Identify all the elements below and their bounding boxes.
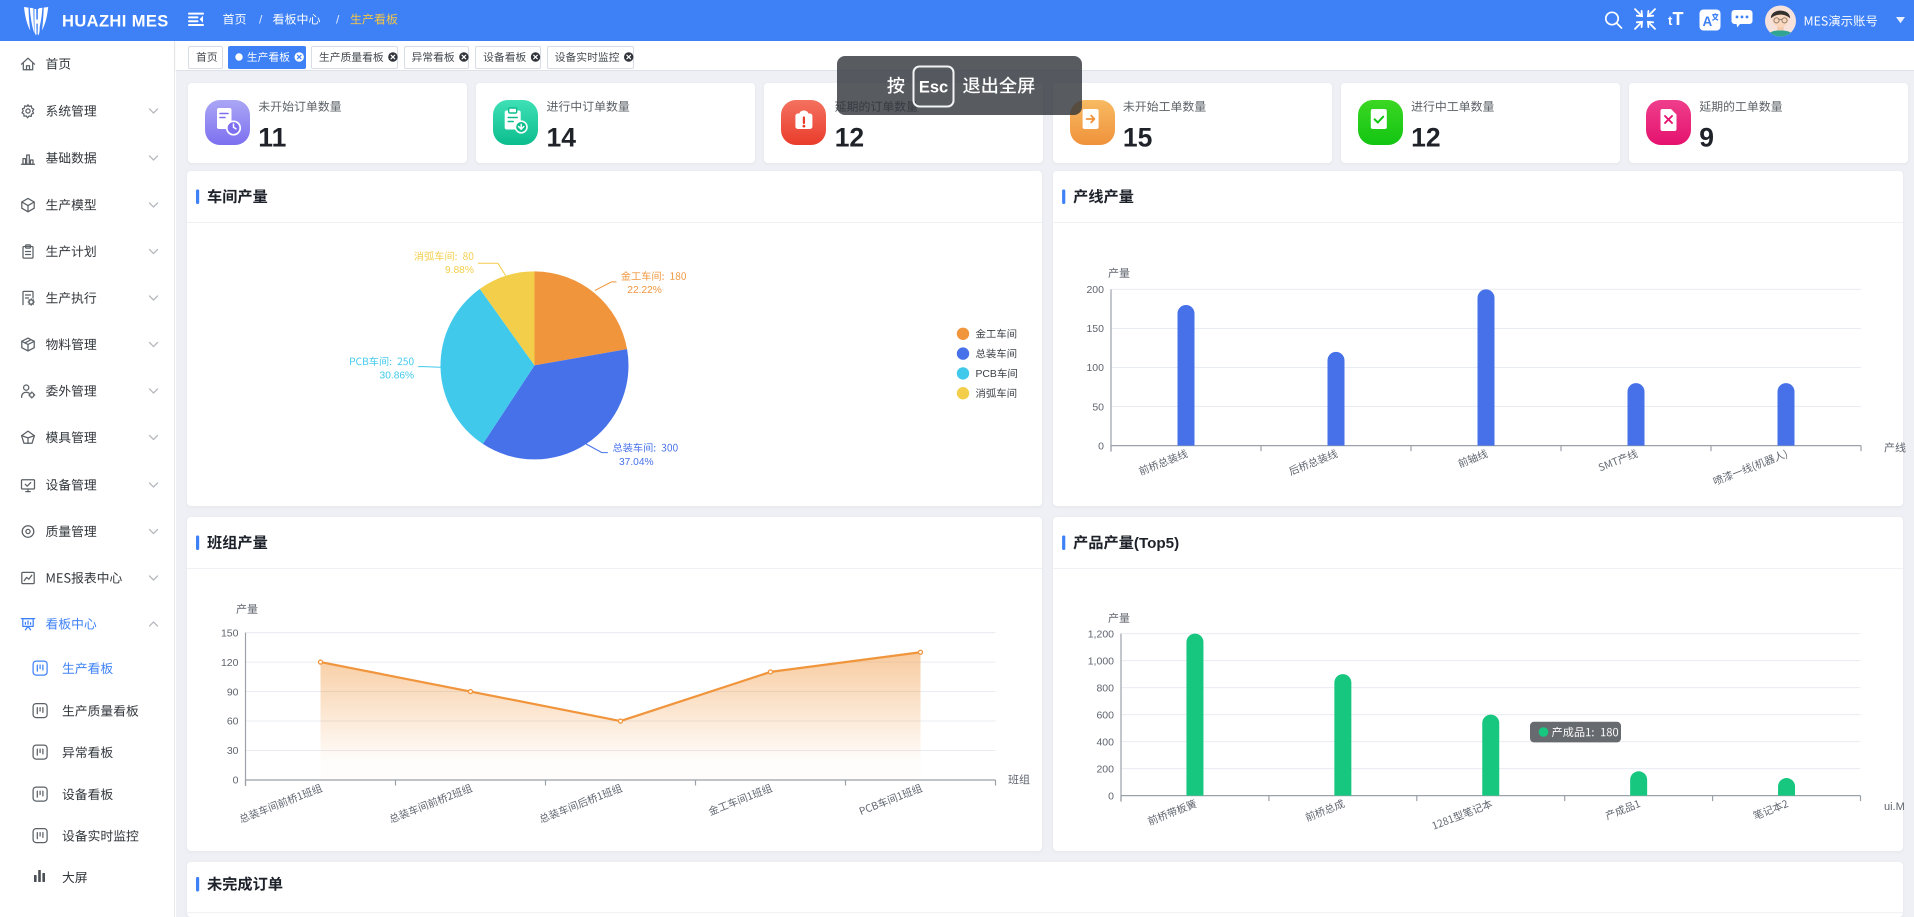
svg-text:30: 30 — [227, 745, 239, 757]
svg-text:12: 12 — [835, 123, 864, 153]
svg-text:100: 100 — [1086, 362, 1104, 374]
svg-text:/: / — [259, 13, 263, 27]
svg-text:22.22%: 22.22% — [627, 285, 662, 296]
svg-text:Esc: Esc — [919, 79, 948, 97]
svg-text:PCB: PCB — [976, 369, 997, 380]
svg-text:50: 50 — [1092, 401, 1104, 413]
svg-text:0: 0 — [1098, 440, 1104, 452]
svg-text:600: 600 — [1096, 709, 1114, 721]
svg-text:200: 200 — [1086, 284, 1104, 296]
svg-text:400: 400 — [1096, 736, 1114, 748]
svg-text:37.04%: 37.04% — [619, 457, 654, 468]
svg-text:200: 200 — [1096, 763, 1114, 775]
svg-text:ui.M: ui.M — [1884, 801, 1905, 813]
svg-text:/: / — [336, 13, 340, 27]
svg-text:1,200: 1,200 — [1088, 628, 1114, 640]
svg-text:12: 12 — [1411, 123, 1440, 153]
svg-text:120: 120 — [221, 657, 239, 669]
svg-text:150: 150 — [221, 627, 239, 639]
svg-text:(Top5): (Top5) — [1134, 535, 1179, 552]
svg-text:1,000: 1,000 — [1088, 655, 1114, 667]
svg-text:HUAZHI MES: HUAZHI MES — [62, 13, 169, 31]
svg-text:0: 0 — [1108, 790, 1114, 802]
svg-text:A: A — [1703, 14, 1713, 29]
svg-text:800: 800 — [1096, 682, 1114, 694]
svg-text:60: 60 — [227, 716, 239, 728]
svg-text:9: 9 — [1699, 123, 1714, 153]
svg-text:90: 90 — [227, 686, 239, 698]
svg-text:0: 0 — [233, 775, 239, 787]
svg-text:15: 15 — [1123, 123, 1152, 153]
svg-text:11: 11 — [258, 123, 286, 153]
svg-text:9.88%: 9.88% — [445, 265, 474, 276]
svg-text:150: 150 — [1086, 323, 1104, 335]
svg-text:T: T — [1673, 9, 1684, 29]
svg-text:14: 14 — [547, 123, 577, 153]
svg-text:30.86%: 30.86% — [380, 370, 415, 381]
svg-text:t: t — [1668, 13, 1673, 28]
